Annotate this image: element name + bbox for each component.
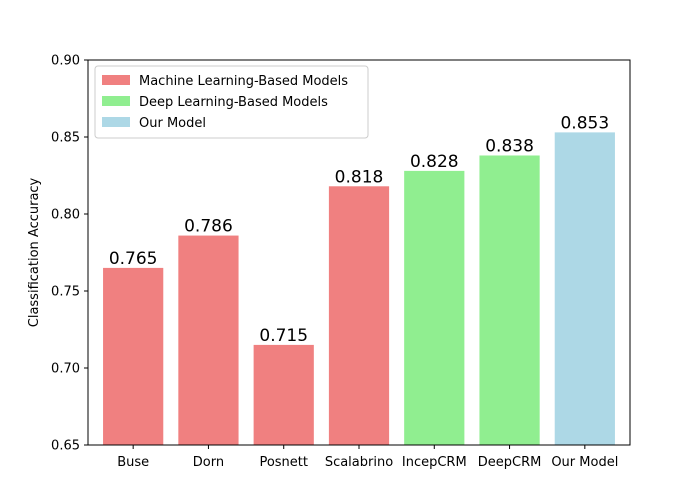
bar-posnett (253, 344, 314, 445)
legend-box (94, 65, 369, 139)
bars-group (103, 132, 615, 446)
legend-swatch (102, 75, 130, 85)
y-tick-label: 0.75 (51, 285, 80, 300)
x-tick-label: Scalabrino (325, 455, 393, 470)
value-label: 0.818 (335, 167, 384, 187)
bar-our-model (554, 132, 615, 445)
legend-label: Machine Learning-Based Models (139, 74, 348, 89)
x-tick-label: Dorn (193, 455, 224, 470)
y-axis-title: Classification Accuracy (27, 177, 42, 327)
value-label: 0.765 (109, 249, 158, 269)
value-labels-group: 0.765 0.786 0.715 0.818 0.828 0.838 0.853 (109, 113, 609, 346)
bar-scalabrino (328, 186, 390, 445)
x-tick-label: Our Model (551, 455, 618, 470)
y-tick-label: 0.80 (51, 208, 80, 223)
value-label: 0.838 (485, 136, 534, 156)
bar-incepcrm (404, 170, 465, 445)
value-label: 0.715 (259, 326, 308, 346)
legend-label: Deep Learning-Based Models (139, 95, 328, 110)
bar-buse (103, 267, 164, 445)
legend-swatch (102, 96, 130, 106)
x-tick-label: Buse (117, 455, 149, 470)
value-label: 0.853 (560, 113, 609, 133)
y-tick-label: 0.85 (51, 131, 80, 146)
bar-dorn (178, 235, 239, 445)
y-axis: 0.65 0.70 0.75 0.80 0.85 0.90 (51, 54, 88, 454)
legend: Machine Learning-Based Models Deep Learni… (94, 65, 369, 139)
y-tick-label: 0.90 (51, 54, 80, 69)
x-tick-label: Posnett (259, 455, 308, 470)
x-axis: Buse Dorn Posnett Scalabrino IncepCRM DeepCRM… (117, 445, 618, 470)
y-tick-label: 0.70 (51, 362, 80, 377)
legend-swatch (102, 117, 130, 127)
value-label: 0.828 (410, 152, 459, 172)
legend-label: Our Model (139, 116, 206, 131)
x-tick-label: DeepCRM (478, 455, 542, 470)
bar-deepcrm (479, 155, 540, 446)
x-tick-label: IncepCRM (402, 455, 467, 470)
value-label: 0.786 (184, 217, 233, 237)
y-tick-label: 0.65 (51, 439, 80, 454)
